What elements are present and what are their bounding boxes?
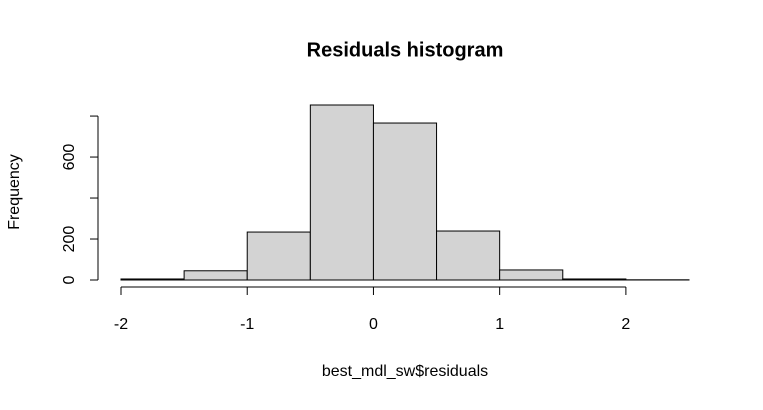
x-tick-label: -1 (240, 316, 254, 333)
x-axis-label: best_mdl_sw$residuals (322, 363, 488, 380)
bar (309, 104, 374, 281)
bar (436, 230, 501, 281)
bar (372, 122, 438, 281)
bar (183, 270, 248, 281)
bar (499, 269, 564, 281)
bar (562, 278, 627, 281)
y-tick-label: 600 (61, 144, 78, 171)
x-tick-label: 0 (369, 316, 378, 333)
x-tick-label: 2 (621, 316, 630, 333)
bar (246, 231, 311, 281)
x-tick-label: -2 (114, 316, 128, 333)
y-tick-label: 0 (61, 275, 78, 284)
chart-title: Residuals histogram (307, 39, 504, 61)
x-tick-label: 1 (495, 316, 504, 333)
y-tick-label: 200 (61, 226, 78, 253)
y-axis-label: Frequency (6, 154, 23, 230)
bar (120, 278, 185, 281)
